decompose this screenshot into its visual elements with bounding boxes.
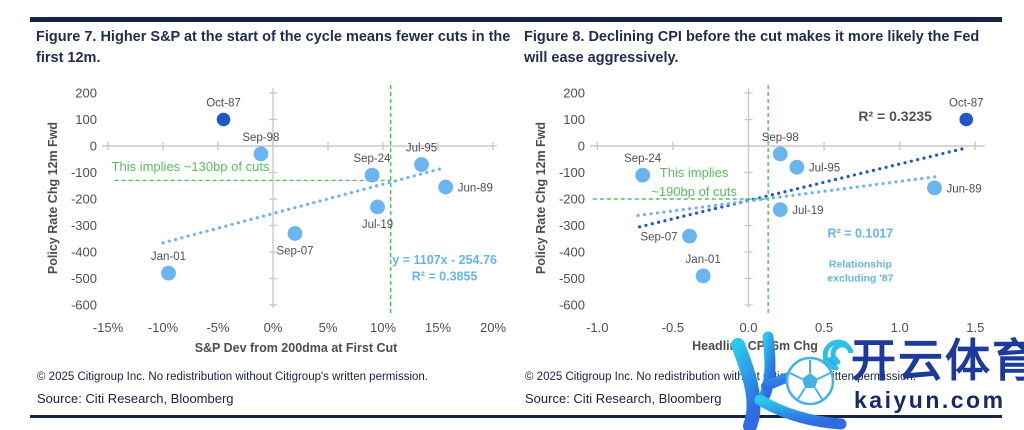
data-point	[789, 159, 805, 175]
data-point-label: Sep-24	[624, 153, 662, 165]
data-point	[161, 265, 176, 281]
data-point-label: Sep-07	[640, 232, 677, 244]
data-point-label: Sep-98	[242, 132, 279, 144]
y-tick-label: -500	[71, 271, 97, 286]
k-stroke	[754, 394, 847, 430]
x-tick-label: 1.5	[966, 320, 984, 335]
y-tick-label: 0	[90, 139, 97, 154]
data-point-label: Oct-87	[206, 98, 241, 110]
data-point	[364, 167, 380, 183]
reference-label: This implies	[660, 165, 729, 180]
bottom-rule	[30, 415, 1002, 418]
data-point-label: Jul-95	[809, 163, 840, 175]
figure8-copyright: © 2025 Citigroup Inc. No redistribution …	[525, 371, 916, 383]
data-point-label: Jun-89	[458, 183, 493, 195]
figure7-chart: -15% -10% -5% 0% 5% 10% 15% 20% 200 100 0 -100 -200 -…	[46, 85, 506, 355]
y-tick-label: -200	[559, 192, 585, 207]
data-point-label: Sep-24	[353, 153, 391, 165]
chart-annotation: R² = 0.1017	[828, 226, 894, 240]
top-rule	[30, 17, 1002, 22]
y-tick-label: -500	[559, 271, 585, 286]
y-axis-title: Policy Rate Chg 12m Fwd	[534, 122, 548, 274]
data-point-label: Jan-01	[151, 251, 186, 263]
x-tick-label: 5%	[319, 320, 338, 335]
x-tick-label: 10%	[370, 320, 396, 335]
x-tick-label: 20%	[480, 320, 506, 335]
data-point-label: Jun-89	[946, 183, 981, 195]
figure7-title: Figure 7. Higher S&P at the start of the…	[36, 29, 511, 66]
chart-annotation: Relationship	[829, 258, 892, 270]
x-tick-label: 0.0	[739, 320, 757, 335]
data-point	[635, 167, 651, 183]
x-tick-label: -15%	[93, 320, 124, 335]
chart-annotation: y = 1107x - 254.76	[392, 253, 497, 267]
chart-annotation: R² = 0.3235	[858, 108, 932, 124]
x-tick-label: 15%	[425, 320, 451, 335]
x-axis-title: Headline CPI 6m Chg	[692, 339, 818, 353]
y-tick-label: -100	[559, 165, 585, 180]
data-point	[216, 112, 231, 127]
y-tick-label: 100	[563, 112, 585, 127]
y-tick-label: -600	[71, 298, 97, 313]
y-tick-label: -400	[71, 245, 97, 260]
data-point	[370, 199, 385, 215]
x-axis-title: S&P Dev from 200dma at First Cut	[195, 341, 398, 355]
data-point	[253, 146, 269, 162]
y-tick-label: -600	[559, 298, 585, 313]
data-point-label: Jul-19	[792, 205, 823, 217]
figure8-chart: -1.0 -0.5 0.0 0.5 1.0 1.5 200 100 0 -100 -200 -300 -…	[534, 85, 985, 353]
y-tick-label: 200	[563, 86, 585, 101]
data-point	[682, 228, 697, 244]
data-point-label: Jul-95	[406, 143, 437, 155]
y-tick-label: -400	[559, 245, 585, 260]
reference-label: ~190bp of cuts	[651, 184, 737, 199]
y-tick-label: -200	[71, 192, 97, 207]
data-point-label: Oct-87	[949, 98, 984, 110]
x-tick-label: -1.0	[586, 320, 608, 335]
trend-line	[636, 174, 940, 218]
y-tick-label: -300	[559, 218, 585, 233]
data-point-label: Jul-19	[362, 219, 393, 231]
chart-annotation: R² = 0.3855	[412, 269, 478, 283]
figure8-title: Figure 8. Declining CPI before the cut m…	[524, 29, 980, 66]
x-tick-label: -0.5	[662, 320, 684, 335]
data-point	[414, 157, 429, 172]
data-point	[772, 202, 788, 217]
y-tick-label: 100	[75, 112, 97, 127]
data-point	[772, 146, 788, 162]
data-point-label: Sep-98	[762, 132, 799, 144]
x-tick-label: 0%	[264, 320, 283, 335]
y-axis-title: Policy Rate Chg 12m Fwd	[46, 122, 60, 274]
data-point	[959, 112, 974, 127]
reference-label: This implies ~130bp of cuts	[112, 159, 270, 174]
x-tick-label: -10%	[148, 320, 179, 335]
trend-line	[161, 166, 446, 245]
data-point	[438, 179, 454, 195]
figure7-copyright: © 2025 Citigroup Inc. No redistribution …	[37, 371, 428, 383]
figure8-source: Source: Citi Research, Bloomberg	[525, 391, 722, 406]
x-tick-label: 1.0	[891, 320, 909, 335]
watermark-domain-text: kaiyun.com	[854, 387, 1006, 413]
y-tick-label: 0	[578, 139, 585, 154]
chart-annotation: excluding '87	[827, 272, 893, 284]
data-point-label: Jan-01	[686, 254, 721, 266]
data-point	[695, 268, 711, 284]
x-tick-label: 0.5	[815, 320, 833, 335]
x-tick-label: -5%	[206, 320, 230, 335]
y-tick-label: -100	[71, 165, 97, 180]
data-point	[287, 226, 303, 241]
data-point-label: Sep-07	[276, 245, 313, 257]
figure7-source: Source: Citi Research, Bloomberg	[37, 391, 234, 406]
y-tick-label: -300	[71, 218, 97, 233]
data-point	[927, 180, 942, 196]
y-tick-label: 200	[75, 86, 97, 101]
